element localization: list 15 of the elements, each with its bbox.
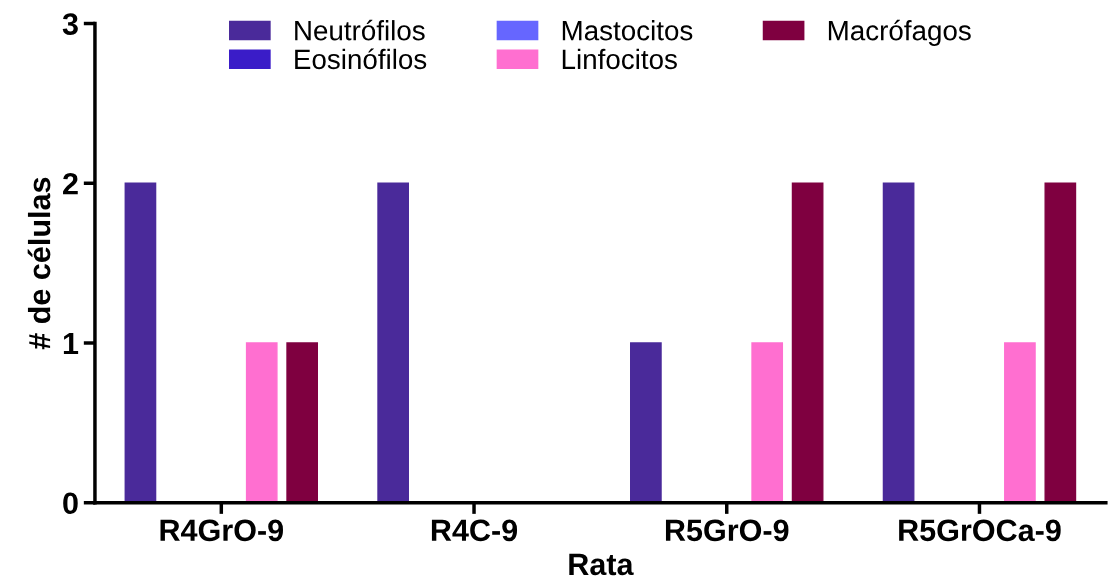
x-axis-title: Rata — [569, 553, 634, 576]
x-tick-label: R5GrOCa-9 — [899, 519, 1061, 542]
legend-label: Neutrófilos — [295, 19, 425, 41]
x-tick-label: R4C-9 — [431, 519, 518, 542]
x-tick-label: R5GrO-9 — [665, 519, 789, 542]
y-axis-title: # de células — [27, 177, 51, 350]
y-tick-label: 2 — [63, 173, 78, 195]
legend-label: Macrófagos — [828, 19, 971, 46]
y-tick-label: 1 — [63, 333, 79, 355]
y-tick-label: 0 — [63, 492, 78, 515]
legend-label: Mastocitos — [562, 20, 693, 41]
legend-label: Linfocitos — [562, 48, 677, 70]
legend-label: Eosinófilos — [295, 48, 427, 70]
y-tick-label: 3 — [62, 13, 78, 35]
x-tick-label: R4GrO-9 — [160, 519, 283, 542]
